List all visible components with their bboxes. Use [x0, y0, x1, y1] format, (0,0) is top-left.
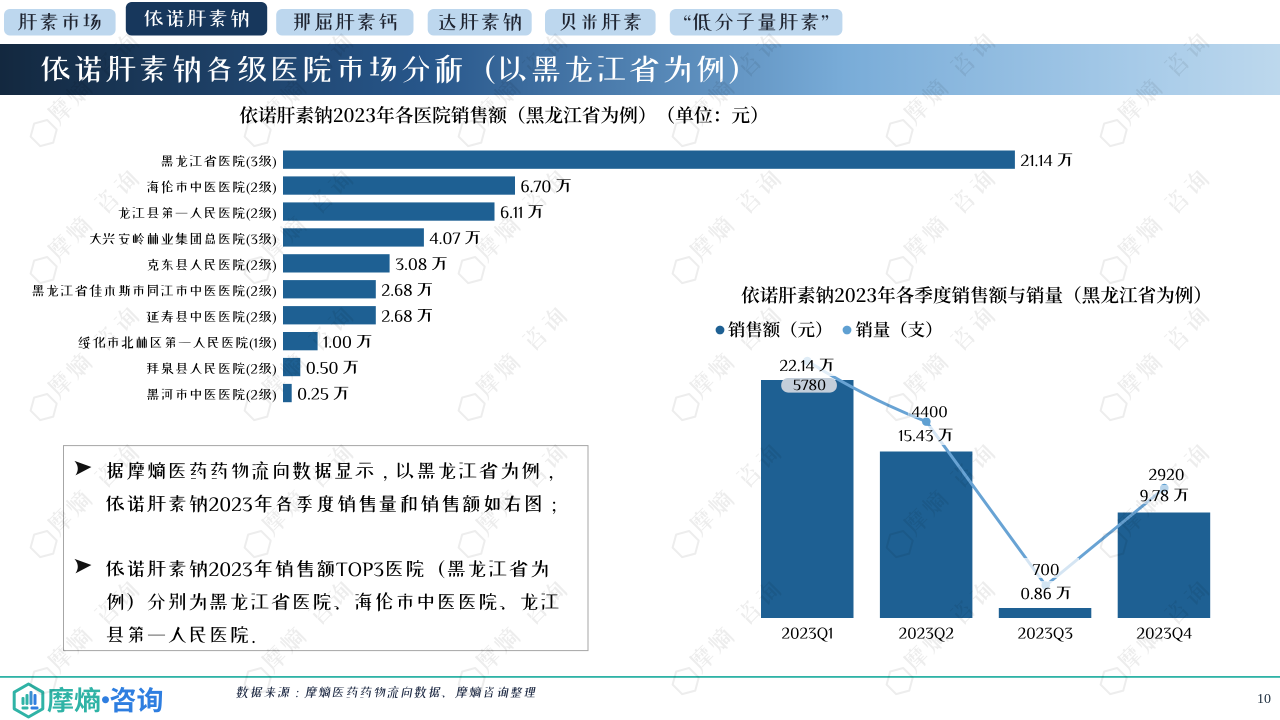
svg-text:10: 10	[1257, 692, 1271, 707]
